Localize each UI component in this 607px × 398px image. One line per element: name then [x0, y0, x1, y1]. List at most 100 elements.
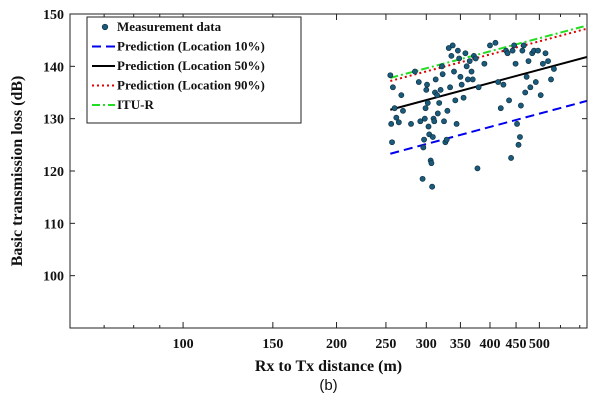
- data-point: [511, 42, 517, 49]
- series-line-4: [390, 24, 587, 79]
- data-point: [443, 136, 450, 143]
- data-point: [462, 50, 469, 57]
- data-point: [497, 105, 504, 112]
- legend-label: Prediction (Location 90%): [117, 78, 265, 93]
- data-point: [432, 76, 439, 83]
- data-point: [398, 92, 405, 99]
- y-axis: 100 110 120 130 140 150: [43, 8, 587, 285]
- data-point: [434, 92, 440, 99]
- data-point: [500, 81, 507, 88]
- data-point: [389, 139, 395, 146]
- data-point: [387, 72, 394, 79]
- y-tick-label: 150: [43, 8, 64, 23]
- data-point: [474, 165, 481, 172]
- x-tick-label: 500: [529, 337, 550, 352]
- data-point: [421, 136, 427, 143]
- data-point: [434, 110, 441, 117]
- legend-label: Prediction (Location 50%): [117, 58, 265, 73]
- data-point: [481, 60, 488, 67]
- data-point: [454, 47, 461, 54]
- legend: Measurement data Prediction (Location 10%…: [86, 16, 302, 124]
- legend-label: Measurement data: [117, 19, 222, 34]
- y-axis-title: Basic transmission loss (dB): [9, 76, 26, 267]
- data-point: [419, 175, 426, 182]
- data-point: [523, 73, 530, 80]
- data-point: [395, 119, 402, 126]
- x-tick-label: 450: [506, 337, 527, 352]
- data-point: [424, 100, 431, 106]
- data-point: [527, 84, 534, 91]
- data-point: [417, 118, 424, 125]
- data-point: [515, 141, 522, 148]
- data-point: [423, 86, 430, 93]
- data-point: [535, 47, 541, 54]
- data-point: [441, 118, 447, 125]
- data-point: [412, 68, 418, 75]
- x-tick-label: 350: [450, 337, 471, 352]
- data-point: [439, 71, 446, 78]
- data-point: [445, 45, 452, 51]
- data-point: [466, 58, 473, 64]
- x-tick-label: 100: [173, 337, 194, 352]
- data-point: [492, 39, 499, 46]
- x-tick-label: 150: [262, 337, 283, 352]
- data-point: [551, 66, 557, 72]
- data-point: [539, 60, 546, 67]
- data-point: [522, 89, 529, 96]
- x-tick-label: 300: [416, 337, 437, 352]
- data-point: [439, 63, 445, 70]
- x-tick-label: 250: [375, 337, 396, 352]
- data-point: [428, 160, 435, 167]
- data-point: [542, 50, 549, 57]
- data-point: [451, 68, 457, 75]
- data-point: [452, 97, 459, 104]
- legend-label: Prediction (Location 10%): [117, 39, 265, 54]
- figure-caption: (b): [319, 377, 337, 394]
- data-point: [506, 97, 512, 104]
- data-point: [457, 73, 464, 80]
- data-point: [444, 107, 451, 114]
- measurement-points: [387, 39, 557, 190]
- series-line-3: [390, 27, 587, 82]
- data-point: [548, 76, 554, 83]
- data-point: [532, 79, 539, 85]
- data-point: [422, 105, 429, 112]
- data-point: [537, 92, 544, 99]
- legend-box: [86, 16, 302, 124]
- y-tick-label: 140: [43, 60, 64, 75]
- data-point: [449, 42, 456, 49]
- data-point: [456, 55, 463, 62]
- data-point: [475, 84, 482, 91]
- data-point: [495, 79, 502, 85]
- data-point: [436, 100, 443, 106]
- data-point: [519, 47, 526, 54]
- data-point: [429, 183, 436, 190]
- data-point: [514, 121, 520, 127]
- data-point: [388, 121, 395, 127]
- data-point: [545, 58, 551, 64]
- y-tick-label: 100: [43, 270, 64, 285]
- data-point: [453, 121, 460, 127]
- data-point: [460, 94, 467, 101]
- series-line-2: [390, 55, 587, 111]
- x-tick-label: 400: [479, 337, 500, 352]
- legend-label: ITU-R: [117, 97, 154, 112]
- data-point: [424, 81, 430, 88]
- data-point: [431, 118, 438, 125]
- data-point: [447, 84, 453, 91]
- data-point: [420, 144, 427, 151]
- data-point: [525, 58, 532, 64]
- data-point: [517, 134, 523, 140]
- data-point: [393, 114, 400, 121]
- data-point: [468, 68, 475, 75]
- data-point: [415, 79, 422, 85]
- y-tick-label: 110: [44, 217, 64, 232]
- data-point: [469, 76, 476, 83]
- data-point: [408, 121, 414, 127]
- x-axis-title: Rx to Tx distance (m): [255, 358, 402, 375]
- data-point: [448, 52, 455, 59]
- y-tick-label: 130: [43, 113, 64, 128]
- data-point: [472, 55, 479, 62]
- data-point: [458, 81, 465, 88]
